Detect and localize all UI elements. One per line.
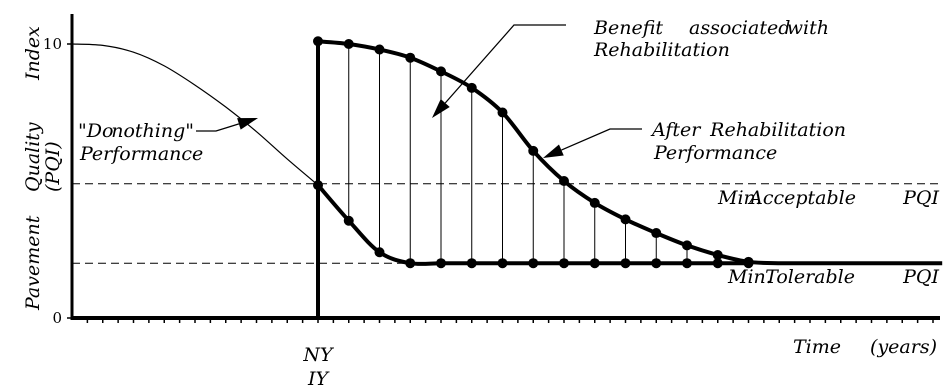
after-rehab-word-1: After [650, 119, 702, 141]
annotation-arrows [196, 24, 642, 158]
lower-curve-point [743, 258, 754, 269]
rehab-curve-point [497, 107, 508, 118]
do-nothing-curve [71, 43, 319, 186]
benefit-arrow-line [444, 24, 566, 104]
after-rehab-word-2: Rehabilitation [709, 119, 846, 141]
lower-curve-point [436, 258, 446, 269]
x-axis-ticks [86, 318, 934, 323]
min-acceptable-word-2: Acceptable [747, 187, 856, 209]
rehab-curve-point [712, 249, 723, 260]
benefit-arrowhead [432, 99, 450, 118]
rehab-curve-point [466, 82, 477, 93]
min-acceptable-word-3: PQI [902, 187, 939, 209]
lower-curve-point [651, 258, 662, 269]
lower-curve-point [466, 258, 477, 269]
rehab-curve-point [436, 66, 446, 77]
lower-curve-point [682, 258, 692, 269]
y-tick-label-0: 0 [52, 309, 62, 327]
benefit-word-3: with [787, 17, 829, 39]
after-rehab-arrowhead [543, 144, 564, 158]
y-axis-label-quality: Quality [22, 122, 44, 192]
after-rehab-arrow-line [561, 128, 642, 151]
rehab-curve-point [559, 176, 569, 186]
rehab-curve-point [682, 240, 692, 251]
lower-curve-point [313, 180, 323, 191]
lower-curve-point [589, 258, 600, 269]
do-nothing-word-2: nothing" [111, 120, 194, 142]
benefit-word-1: Benefit [593, 17, 663, 39]
rehab-curve-point [405, 52, 416, 63]
y-axis-tick-marks [67, 43, 72, 319]
lower-curve-point [712, 258, 723, 269]
lower-curve-point [343, 215, 354, 226]
min-tolerable-word-1: Min. [727, 266, 772, 288]
min-acceptable-word-1: Min. [717, 187, 762, 209]
benefit-word-4: Rehabilitation [593, 39, 730, 61]
rehab-curve-point [528, 145, 539, 156]
rehab-curve-point [620, 214, 631, 225]
min-tolerable-word-2: Tolerable [765, 266, 855, 288]
lower-curve-point [528, 258, 539, 269]
do-nothing-word-3: Performance [79, 143, 203, 165]
lower-curve-point [620, 258, 631, 269]
x-axis-label-years: (years) [870, 336, 937, 358]
do-nothing-arrowhead [237, 118, 258, 130]
benefit-word-2: associated [689, 17, 790, 39]
min-tolerable-word-3: PQI [902, 266, 939, 288]
y-axis-label-pavement: Pavement [22, 215, 44, 311]
rehab-curve-point [374, 44, 385, 55]
x-axis-label-time: Time [793, 336, 841, 358]
lower-curve-point [497, 258, 508, 269]
rehab-curve-point [651, 228, 662, 239]
y-tick-label-10: 10 [43, 35, 62, 53]
intervention-label-ny: NY [302, 344, 335, 366]
do-nothing-arrow-line [196, 123, 240, 132]
rehab-curve-point [313, 36, 323, 47]
intervention-label-iy: IY [307, 368, 331, 389]
y-axis-label-index: Index [22, 26, 44, 81]
lower-curve-point [405, 258, 416, 269]
after-rehabilitation-curve [317, 39, 943, 266]
do-nothing-word-1: "Do [78, 120, 113, 142]
rehab-curve-point [343, 39, 354, 49]
rehab-curve-point [589, 197, 600, 208]
y-axis-label-pqi: (PQI) [42, 141, 64, 192]
lower-curve-point [559, 258, 569, 269]
lower-curve-point [374, 247, 385, 258]
after-rehab-word-3: Performance [653, 142, 777, 164]
curve-markers [313, 36, 754, 269]
